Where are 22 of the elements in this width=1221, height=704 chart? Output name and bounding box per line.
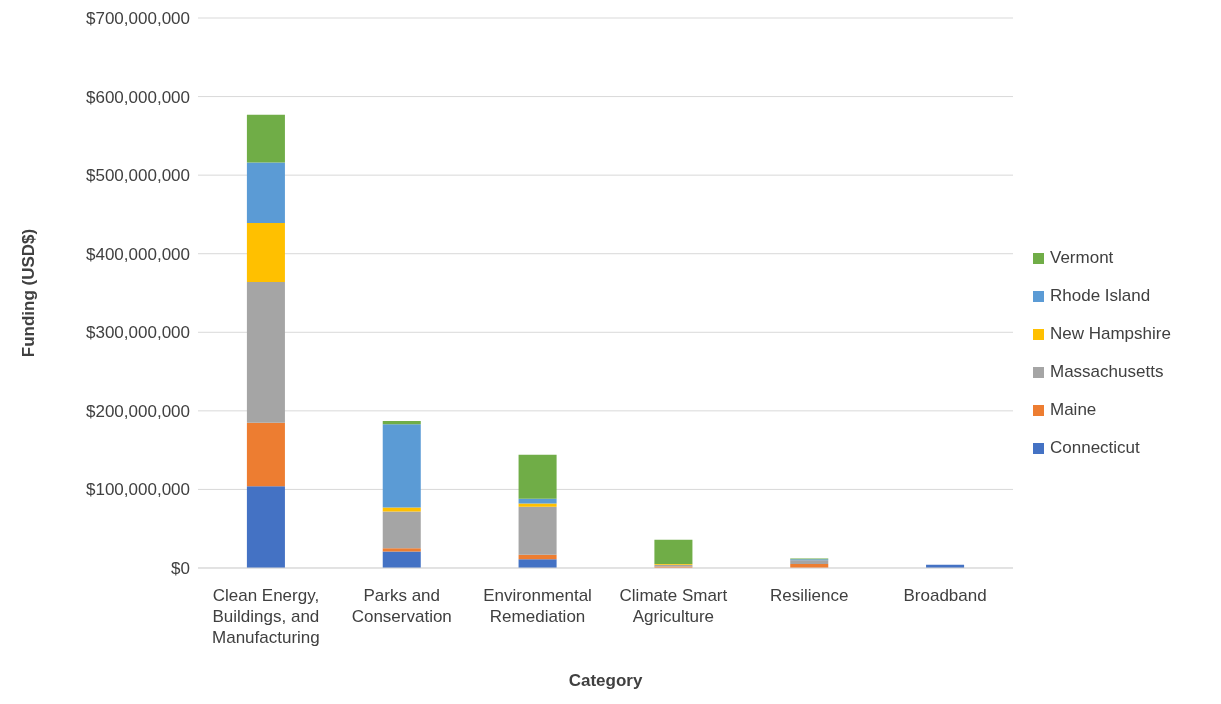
- x-axis-title: Category: [568, 671, 643, 690]
- y-tick-label: $500,000,000: [86, 166, 190, 186]
- y-tick-label: $400,000,000: [86, 244, 190, 264]
- legend-label: Maine: [1050, 400, 1097, 420]
- y-tick-label: $300,000,000: [86, 323, 190, 343]
- y-tick-label: $100,000,000: [86, 480, 190, 500]
- x-tick-label: Environmental Remediation: [483, 586, 592, 626]
- x-tick-label: Clean Energy, Buildings, and Manufacturing: [212, 586, 320, 647]
- x-tick-label: Climate Smart Agriculture: [619, 586, 728, 626]
- legend-label: Connecticut: [1050, 438, 1140, 458]
- y-tick-label: $0: [171, 559, 190, 579]
- y-tick-label: $700,000,000: [86, 9, 190, 29]
- legend-label: Rhode Island: [1050, 286, 1151, 306]
- legend-label: New Hampshire: [1050, 324, 1171, 344]
- y-tick-label: $200,000,000: [86, 401, 190, 421]
- x-tick-label: Resilience: [770, 586, 849, 605]
- y-axis-title: Funding (USD$): [19, 228, 39, 358]
- y-tick-label: $600,000,000: [86, 87, 190, 107]
- legend-label: Massachusetts: [1050, 362, 1164, 382]
- x-tick-label: Parks and Conservation: [351, 586, 452, 626]
- legend-label: Vermont: [1050, 248, 1114, 268]
- x-tick-label: Broadband: [903, 586, 987, 605]
